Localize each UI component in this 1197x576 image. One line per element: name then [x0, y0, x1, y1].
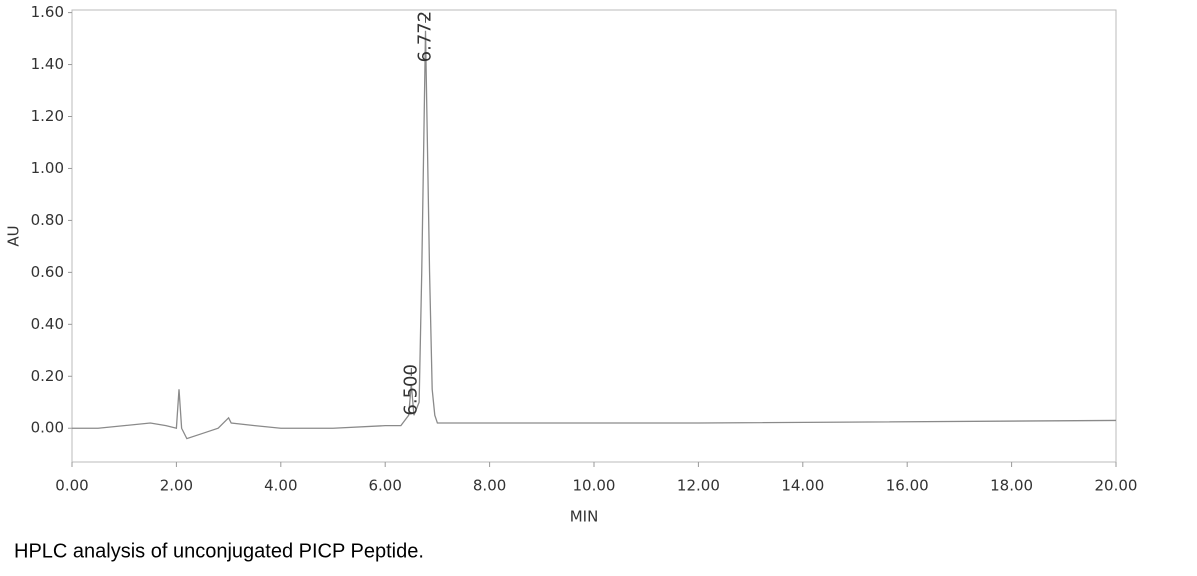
x-tick-label: 14.00 — [781, 477, 824, 495]
caption: HPLC analysis of unconjugated PICP Pepti… — [14, 540, 424, 562]
y-tick-label: 1.60 — [31, 3, 64, 21]
x-tick-label: 4.00 — [264, 477, 297, 495]
x-tick-label: 18.00 — [990, 477, 1033, 495]
x-tick-label: 2.00 — [160, 477, 193, 495]
y-tick-label: 0.00 — [31, 419, 64, 437]
y-tick-label: 0.40 — [31, 315, 64, 333]
peak-label: 6.500 — [400, 364, 421, 416]
chromatogram-line — [72, 30, 1117, 440]
y-tick-label: 0.60 — [31, 263, 64, 281]
y-tick-label: 1.40 — [31, 55, 64, 73]
y-tick-label: 1.00 — [31, 159, 64, 177]
x-tick-label: 0.00 — [55, 477, 88, 495]
plot-frame — [71, 9, 1117, 463]
x-tick-label: 10.00 — [573, 477, 616, 495]
x-tick-label: 20.00 — [1095, 477, 1138, 495]
x-axis-label: MIN — [570, 508, 599, 526]
peak-label: 6.772 — [414, 11, 435, 63]
y-tick-label: 1.20 — [31, 107, 64, 125]
x-tick-label: 12.00 — [677, 477, 720, 495]
x-tick-label: 6.00 — [368, 477, 401, 495]
y-tick-label: 0.80 — [31, 211, 64, 229]
x-tick-label: 8.00 — [473, 477, 506, 495]
y-tick-label: 0.20 — [31, 367, 64, 385]
x-tick-label: 16.00 — [886, 477, 929, 495]
y-axis-label: AU — [5, 225, 23, 246]
